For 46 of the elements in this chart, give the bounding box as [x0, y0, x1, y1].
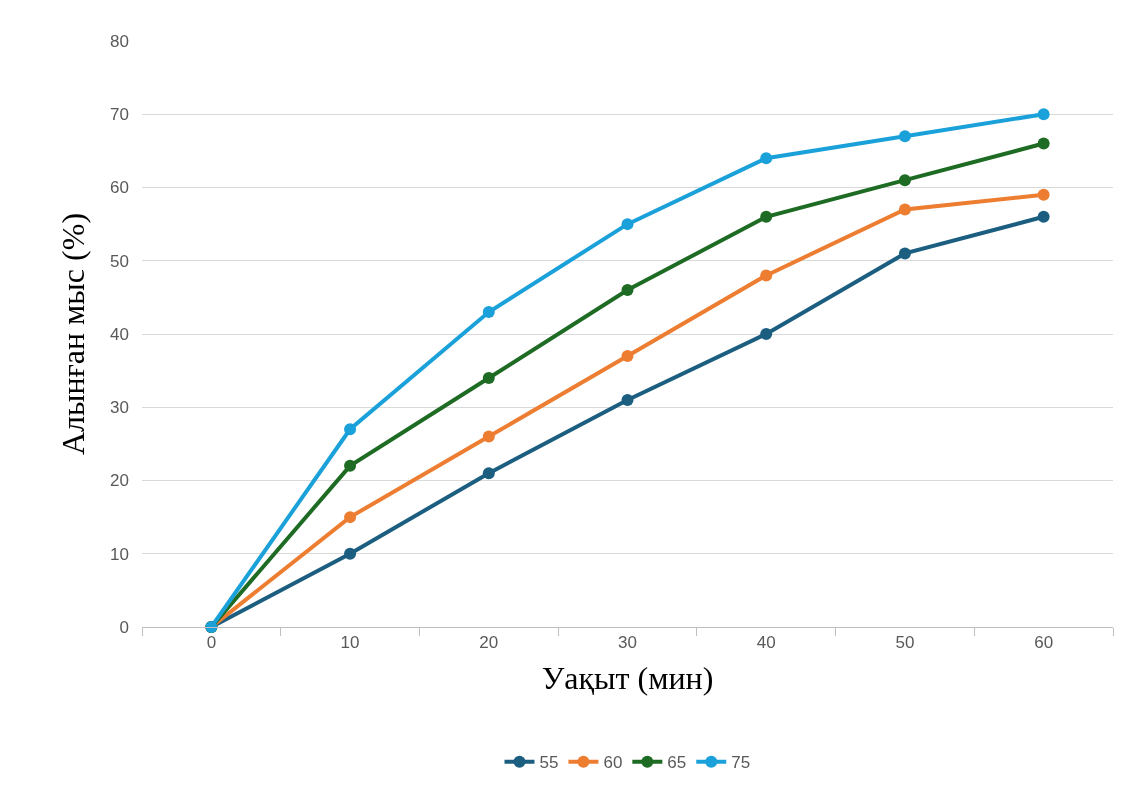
point — [1037, 108, 1050, 121]
legend-label: 55 — [539, 753, 559, 773]
point — [482, 306, 495, 319]
y-tick-label: 30 — [110, 398, 129, 418]
x-tick-label: 30 — [618, 633, 637, 653]
point — [344, 547, 357, 560]
y-tick-label: 80 — [110, 31, 129, 51]
point — [898, 203, 911, 216]
point — [898, 174, 911, 187]
y-tick-label: 10 — [110, 544, 129, 564]
point — [1037, 137, 1050, 150]
y-tick-label: 0 — [119, 617, 129, 637]
y-tick-label: 40 — [110, 324, 129, 344]
point — [898, 130, 911, 143]
point — [482, 467, 495, 480]
x-tick-label: 50 — [895, 633, 915, 653]
point — [344, 423, 357, 436]
point — [344, 511, 357, 524]
x-tick-label: 0 — [206, 633, 217, 653]
x-tick-label: 20 — [479, 633, 499, 653]
x-axis-title: Уақыт (мин) — [541, 660, 714, 697]
legend-label: 65 — [667, 753, 687, 773]
point — [482, 371, 495, 384]
point — [482, 430, 495, 443]
point — [621, 284, 634, 297]
y-tick-label: 70 — [110, 105, 129, 125]
point — [898, 247, 911, 260]
point — [621, 218, 634, 231]
y-tick-label: 20 — [110, 471, 129, 491]
point — [760, 269, 773, 282]
y-tick-label: 50 — [110, 251, 129, 271]
legend-label: 75 — [731, 753, 751, 773]
point — [760, 152, 773, 165]
point — [760, 328, 773, 340]
x-tick-label: 40 — [756, 633, 776, 653]
point — [760, 210, 773, 223]
point — [621, 349, 634, 362]
x-tick-label: 60 — [1034, 633, 1054, 653]
x-tick-label: 10 — [340, 633, 360, 653]
legend-label: 60 — [603, 753, 623, 773]
y-axis-title: Алынған мыс (%) — [55, 212, 92, 456]
y-tick-label: 60 — [110, 178, 129, 198]
point — [1037, 188, 1050, 201]
point — [1037, 210, 1050, 223]
point — [621, 393, 634, 406]
point — [344, 459, 357, 472]
